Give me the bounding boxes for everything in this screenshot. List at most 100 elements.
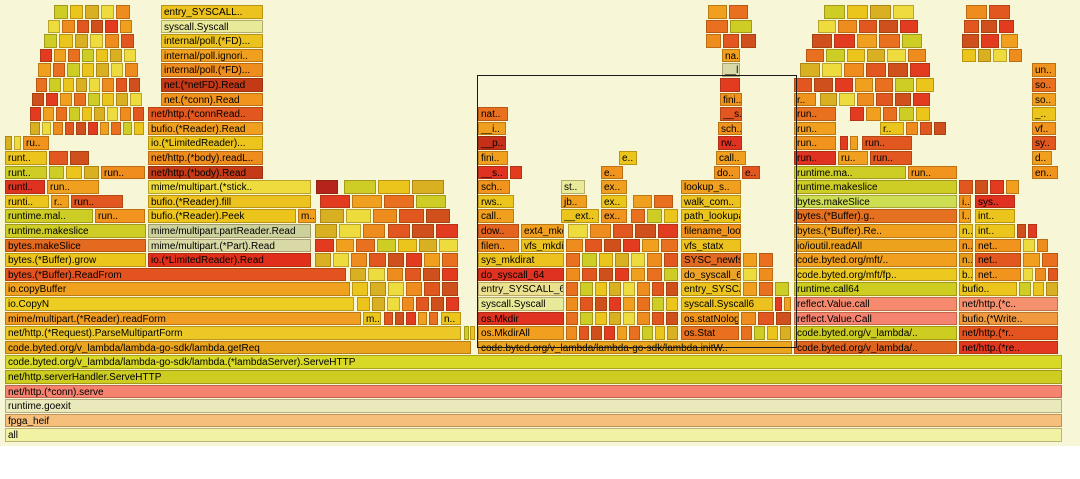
frame[interactable] [386,297,400,311]
frame[interactable] [416,194,446,209]
frame[interactable] [425,209,450,223]
frame[interactable] [339,224,362,238]
frame-ext[interactable]: __ext.. [561,209,599,223]
frame[interactable] [635,224,656,238]
frame[interactable] [1023,267,1034,282]
frame[interactable] [608,311,621,326]
frame-ex[interactable]: ex.. [601,180,627,194]
frame[interactable] [856,34,878,48]
frame[interactable] [423,253,440,267]
frame[interactable] [654,194,673,209]
frame-internal-poll-fd[interactable]: internal/poll.(*FD)... [161,63,263,77]
frame[interactable] [667,326,678,340]
frame[interactable] [647,253,662,267]
frame[interactable] [68,107,80,121]
frame[interactable] [962,48,976,63]
frame[interactable] [48,19,61,34]
frame[interactable] [55,107,67,121]
frame-net-http-r[interactable]: net/http.(*r.. [959,326,1058,340]
frame-n[interactable]: n.. [959,253,973,267]
frame[interactable] [470,326,475,340]
frame-runtime-makeslice[interactable]: runtime.makeslice [794,180,957,194]
frame[interactable] [767,326,778,340]
frame[interactable] [38,63,51,77]
frame[interactable] [566,238,583,253]
frame[interactable] [368,267,385,282]
frame[interactable] [1032,282,1045,296]
frame-bytes-buffer-readfrom[interactable]: bytes.(*Buffer).ReadFrom [5,267,346,282]
frame[interactable] [44,34,58,48]
frame[interactable] [631,209,646,223]
frame-bytes-makeslice[interactable]: bytes.makeSlice [5,238,146,253]
frame-os-stat[interactable]: os.Stat [681,326,739,340]
frame-net[interactable]: net.. [975,238,1021,253]
frame[interactable] [614,253,630,267]
frame[interactable] [74,92,86,107]
frame[interactable] [428,311,438,326]
frame[interactable] [124,48,136,63]
frame[interactable] [608,297,621,311]
frame[interactable] [70,151,89,165]
frame-bytes-buffer-re[interactable]: bytes.(*Buffer).Re.. [794,224,957,238]
frame[interactable] [1023,253,1040,267]
frame[interactable] [784,297,791,311]
frame[interactable] [316,180,338,194]
frame[interactable] [442,282,458,296]
frame[interactable] [60,92,72,107]
frame[interactable] [623,297,636,311]
frame-run[interactable]: run.. [794,107,836,121]
frame[interactable] [867,48,886,63]
frame[interactable] [800,63,820,77]
frame[interactable] [110,63,124,77]
frame[interactable] [654,326,666,340]
frame-m[interactable]: m.. [363,311,381,326]
frame-runt[interactable]: runt.. [5,165,47,180]
frame[interactable] [82,48,94,63]
frame-un[interactable]: un.. [1032,63,1056,77]
frame-int[interactable]: int.. [975,209,1015,223]
frame-run[interactable]: run.. [794,136,836,150]
frame-code-byted-org-v-lambda-lambda-go-sdk-lambda-lambdaserver-servehttp[interactable]: code.byted.org/v_lambda/lambda-go-sdk/la… [5,355,1062,369]
frame-bufio-reader-fill[interactable]: bufio.(*Reader).fill [148,194,311,209]
frame[interactable] [604,238,621,253]
frame-run[interactable]: run.. [101,165,145,180]
frame-bufio-reader-peek[interactable]: bufio.(*Reader).Peek [148,209,296,223]
frame[interactable] [566,297,579,311]
frame[interactable] [901,34,922,48]
frame[interactable] [435,224,458,238]
frame[interactable] [370,282,386,296]
frame[interactable] [351,253,368,267]
frame[interactable] [81,107,93,121]
frame-filename-loo[interactable]: filename_loo.. [681,224,741,238]
frame[interactable] [846,48,865,63]
frame[interactable] [115,78,127,92]
frame[interactable] [706,19,728,34]
frame[interactable] [812,34,833,48]
frame-ext4-mkdir[interactable]: ext4_mkdir [521,224,564,238]
frame[interactable] [665,311,678,326]
frame-net-http-request-parsemultipartform[interactable]: net/http.(*Request).ParseMultipartForm [5,326,461,340]
frame[interactable] [740,34,756,48]
frame-vf[interactable]: vf.. [1032,121,1056,136]
frame[interactable] [116,92,128,107]
frame-do-syscall-64[interactable]: do_syscall_64 [681,267,741,282]
frame-l[interactable]: l.. [959,209,971,223]
frame[interactable] [974,180,988,194]
frame[interactable] [399,209,424,223]
frame[interactable] [424,282,440,296]
frame[interactable] [388,282,404,296]
frame[interactable] [1008,48,1022,63]
frame[interactable] [1023,238,1035,253]
frame-run[interactable]: run.. [862,136,912,150]
frame[interactable] [110,48,122,63]
frame-lookup-s[interactable]: lookup_s.. [681,180,741,194]
frame[interactable] [706,34,722,48]
frame[interactable] [1019,282,1031,296]
frame[interactable] [566,326,577,340]
frame[interactable] [775,311,791,326]
frame[interactable] [32,92,44,107]
frame-syscall-syscall6[interactable]: syscall.Syscall6 [681,297,773,311]
frame-run[interactable]: run.. [95,209,145,223]
frame-bufio-reader-read[interactable]: bufio.(*Reader).Read [148,121,263,136]
frame[interactable] [40,48,52,63]
